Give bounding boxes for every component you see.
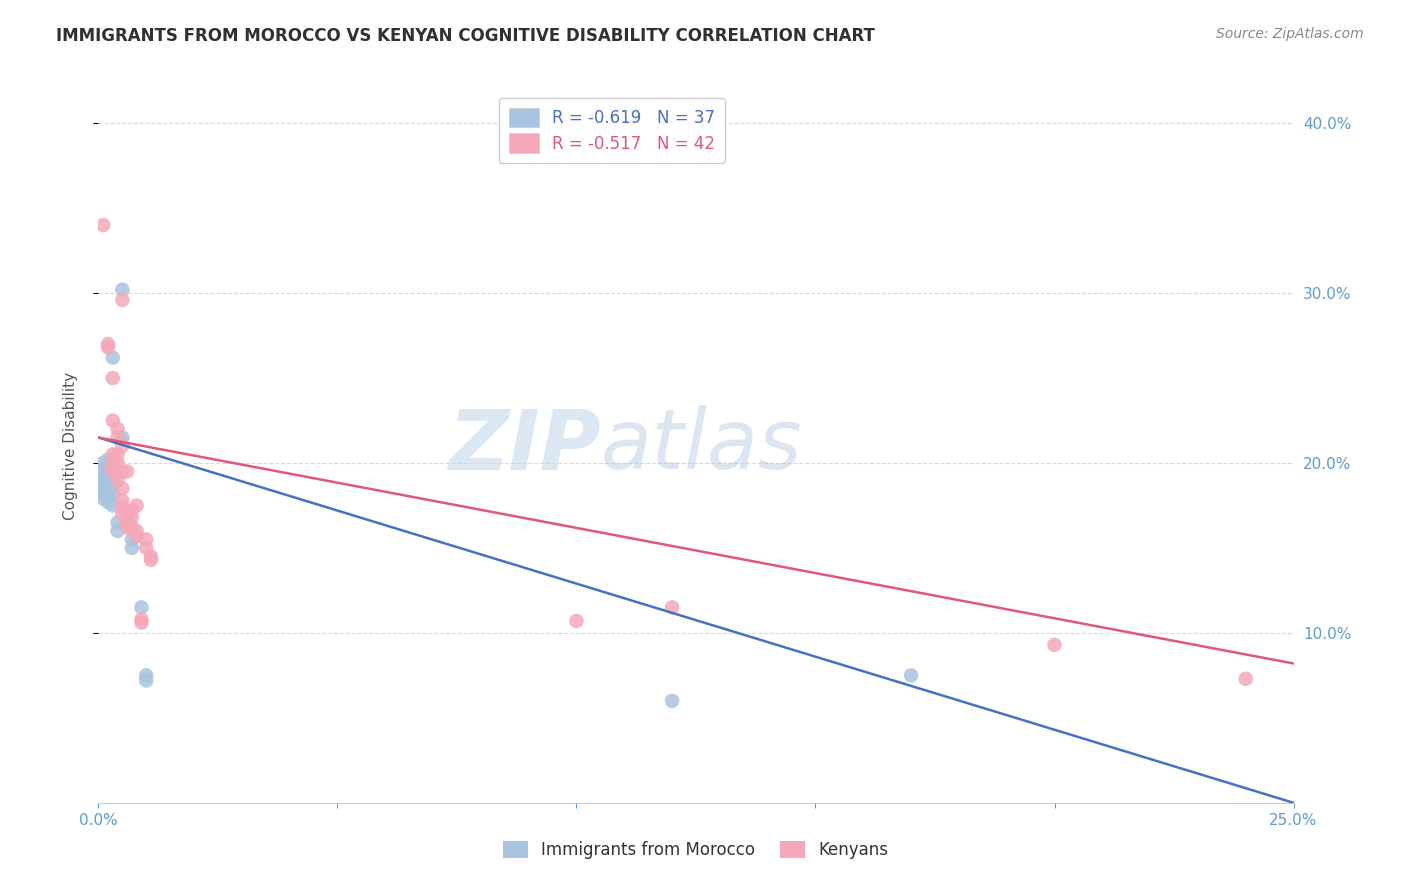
Point: [111, 500, 134, 515]
Point: [101, 473, 124, 487]
Point: [139, 549, 162, 564]
Point: [135, 541, 157, 555]
Point: [101, 499, 124, 513]
Point: [91, 476, 114, 491]
Point: [1043, 638, 1066, 652]
Point: [131, 600, 153, 615]
Point: [115, 517, 138, 532]
Legend: Immigrants from Morocco, Kenyans: Immigrants from Morocco, Kenyans: [496, 834, 896, 866]
Point: [111, 493, 134, 508]
Point: [97, 483, 120, 498]
Point: [107, 465, 129, 479]
Point: [111, 283, 134, 297]
Point: [97, 476, 120, 491]
Point: [101, 459, 124, 474]
Point: [111, 465, 134, 479]
Point: [111, 482, 134, 496]
Point: [97, 341, 120, 355]
Point: [121, 510, 143, 524]
Point: [107, 422, 129, 436]
Point: [91, 473, 114, 487]
Point: [115, 510, 138, 524]
Point: [115, 465, 138, 479]
Point: [565, 614, 588, 628]
Point: [121, 541, 143, 555]
Point: [97, 471, 120, 485]
Point: [125, 524, 148, 538]
Text: IMMIGRANTS FROM MOROCCO VS KENYAN COGNITIVE DISABILITY CORRELATION CHART: IMMIGRANTS FROM MOROCCO VS KENYAN COGNIT…: [56, 27, 875, 45]
Point: [101, 466, 124, 480]
Point: [125, 499, 148, 513]
Point: [107, 473, 129, 487]
Point: [900, 668, 922, 682]
Point: [121, 533, 143, 547]
Point: [101, 459, 124, 474]
Point: [101, 448, 124, 462]
Point: [135, 673, 157, 688]
Point: [125, 529, 148, 543]
Point: [97, 488, 120, 502]
Point: [97, 337, 120, 351]
Point: [135, 668, 157, 682]
Point: [111, 430, 134, 444]
Point: [101, 486, 124, 500]
Point: [1234, 672, 1257, 686]
Point: [97, 452, 120, 467]
Point: [91, 218, 114, 232]
Point: [107, 430, 129, 444]
Point: [107, 516, 129, 530]
Point: [115, 510, 138, 524]
Point: [131, 615, 153, 630]
Text: atlas: atlas: [600, 406, 801, 486]
Point: [661, 694, 683, 708]
Text: ZIP: ZIP: [447, 406, 600, 486]
Point: [101, 480, 124, 494]
Point: [111, 293, 134, 307]
Point: [91, 491, 114, 506]
Point: [91, 486, 114, 500]
Point: [107, 448, 129, 462]
Point: [661, 600, 683, 615]
Point: [107, 456, 129, 470]
Point: [101, 351, 124, 365]
Point: [131, 612, 153, 626]
Point: [97, 459, 120, 474]
Point: [115, 503, 138, 517]
Y-axis label: Cognitive Disability: Cognitive Disability: [63, 372, 77, 520]
Point: [101, 413, 124, 427]
Point: [101, 465, 124, 479]
Point: [91, 463, 114, 477]
Point: [97, 465, 120, 479]
Point: [111, 439, 134, 453]
Point: [111, 507, 134, 521]
Point: [101, 456, 124, 470]
Text: Source: ZipAtlas.com: Source: ZipAtlas.com: [1216, 27, 1364, 41]
Point: [115, 516, 138, 530]
Point: [115, 520, 138, 534]
Point: [91, 469, 114, 483]
Point: [91, 456, 114, 470]
Point: [91, 482, 114, 496]
Point: [139, 553, 162, 567]
Point: [121, 520, 143, 534]
Point: [101, 371, 124, 385]
Point: [97, 495, 120, 509]
Point: [107, 524, 129, 538]
Point: [135, 533, 157, 547]
Point: [121, 503, 143, 517]
